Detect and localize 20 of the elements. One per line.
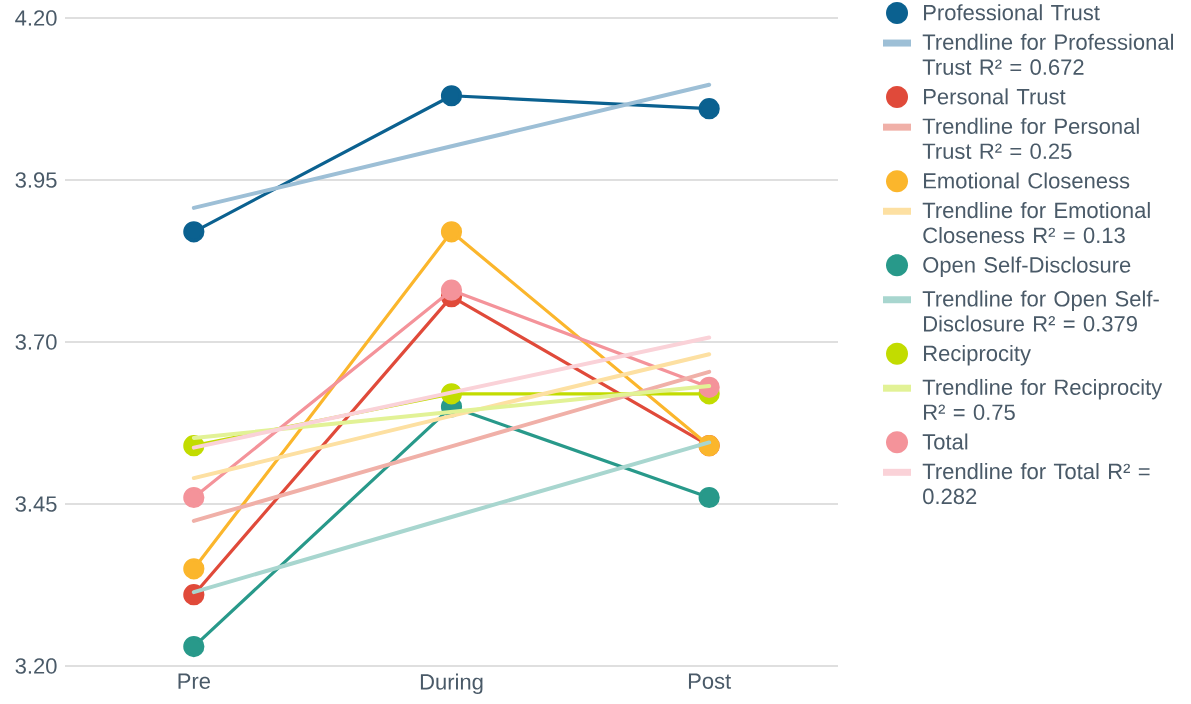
legend-label: Open Self-Disclosure <box>923 256 1131 278</box>
legend-label: Trendline for Reciprocity R² = 0.75 <box>922 378 1163 421</box>
x-tick-label: During <box>420 673 483 695</box>
legend-label: Reciprocity <box>924 344 1031 366</box>
legend-label: Personal Trust <box>924 88 1066 105</box>
x-tick-label: Post <box>688 673 732 689</box>
y-tick-label: 3.95 <box>15 172 57 188</box>
legend-label: Trendline for Professional Trust R² = 0.672 <box>922 33 1173 75</box>
y-tick-label: 3.70 <box>15 334 57 350</box>
legend-label: Trendline for Emotional Closeness R² = 0.13 <box>922 201 1150 244</box>
x-tick-label: Pre <box>178 673 210 689</box>
y-tick-label: 3.45 <box>15 496 57 512</box>
legend-label: Professional Trust <box>924 4 1100 21</box>
legend-label: Emotional Closeness <box>924 172 1130 189</box>
y-tick-label: 4.20 <box>15 10 57 26</box>
y-tick-label: 3.20 <box>15 658 57 674</box>
legend-label: Total <box>922 433 968 450</box>
legend-label: Trendline for Open Self-Disclosure R² = 0.379 <box>922 290 1159 332</box>
legend-label: Trendline for Total R² = 0.282 <box>922 463 1150 505</box>
legend-label: Trendline for Personal Trust R² = 0.25 <box>922 117 1139 160</box>
